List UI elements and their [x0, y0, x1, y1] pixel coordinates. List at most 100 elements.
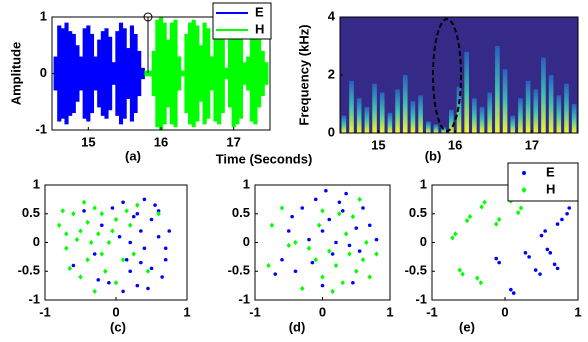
waveform-envelope [180, 70, 185, 77]
spectral-energy [364, 106, 370, 133]
point [139, 229, 143, 233]
legend-label: E [255, 4, 264, 19]
point [128, 240, 132, 245]
legend-box [212, 2, 272, 40]
point [351, 280, 355, 285]
point [163, 257, 168, 262]
x-tick-label: 0 [501, 304, 508, 319]
spectral-energy [433, 124, 439, 133]
point [565, 211, 569, 216]
point [307, 237, 311, 242]
waveform-envelope [144, 70, 149, 77]
point [539, 233, 544, 238]
y-tick-label: -1 [28, 291, 40, 306]
spectral-energy [533, 89, 539, 133]
point [100, 223, 104, 228]
legend-label: H [255, 21, 264, 36]
point [153, 203, 157, 207]
waveform-envelope [118, 22, 124, 125]
point [107, 280, 111, 285]
spectral-energy [472, 98, 477, 133]
point [149, 266, 154, 271]
y-tick-label: -1 [238, 291, 250, 306]
waveform-envelope [260, 50, 265, 97]
point [333, 262, 339, 269]
point [280, 257, 284, 262]
point [350, 214, 356, 220]
waveform-envelope [133, 33, 138, 114]
point [273, 272, 278, 276]
point [64, 231, 69, 237]
waveform-envelope [249, 25, 254, 122]
point [320, 229, 325, 233]
waveform-envelope [227, 39, 233, 108]
point [478, 280, 484, 286]
point [117, 234, 122, 239]
axes-box [254, 184, 391, 301]
x-tick-label: 15 [81, 134, 95, 149]
point [306, 245, 312, 251]
point [128, 222, 133, 228]
point [347, 251, 352, 257]
legend-label: H [546, 181, 555, 196]
waveform-envelope [93, 56, 98, 91]
x-tick-label: 1 [183, 304, 190, 319]
point [367, 223, 372, 228]
spectral-energy [379, 92, 385, 133]
y-tick-label: -0.5 [18, 263, 40, 278]
point [279, 205, 285, 211]
point [286, 242, 291, 248]
point [343, 231, 349, 237]
point [88, 239, 94, 246]
point [357, 196, 362, 202]
y-tick-label: -1 [415, 291, 427, 306]
y-tick-label: 0 [420, 234, 427, 249]
x-tick-label: 17 [226, 134, 240, 149]
point [128, 269, 132, 274]
y-tick-label: 0 [243, 234, 250, 249]
legend-swatch [522, 171, 526, 175]
point [555, 222, 560, 226]
spectral-energy [341, 115, 347, 133]
point [482, 199, 487, 205]
point [113, 280, 119, 286]
waveform-envelope [162, 22, 167, 125]
point [475, 275, 480, 281]
point [96, 231, 101, 237]
point [496, 216, 502, 223]
spectral-energy [495, 46, 500, 133]
point [269, 222, 275, 228]
point [160, 275, 164, 279]
waveform-envelope [71, 33, 76, 114]
waveform-envelope [209, 56, 214, 91]
point [313, 197, 318, 202]
point [457, 267, 462, 273]
point [293, 269, 298, 274]
point [124, 257, 129, 262]
waveform-envelope [188, 22, 193, 125]
point [163, 246, 168, 251]
waveform-envelope [60, 28, 65, 119]
point [85, 219, 90, 225]
point [81, 199, 87, 205]
point [74, 237, 80, 243]
x-axis-label: Time (Seconds) [216, 151, 313, 166]
point [515, 210, 521, 216]
point [324, 188, 328, 193]
waveform-envelope [137, 50, 142, 97]
point [450, 235, 455, 241]
waveform-envelope [158, 17, 164, 130]
legend-box [507, 162, 579, 202]
point [85, 257, 90, 263]
point [110, 206, 115, 210]
point [156, 234, 161, 239]
waveform-envelope [242, 62, 247, 85]
waveform-envelope [104, 28, 109, 119]
point [316, 222, 322, 228]
point [327, 217, 332, 222]
spectral-energy [556, 95, 562, 133]
point [509, 287, 513, 292]
waveform-envelope [213, 25, 218, 122]
point [71, 263, 76, 268]
point [453, 231, 458, 237]
